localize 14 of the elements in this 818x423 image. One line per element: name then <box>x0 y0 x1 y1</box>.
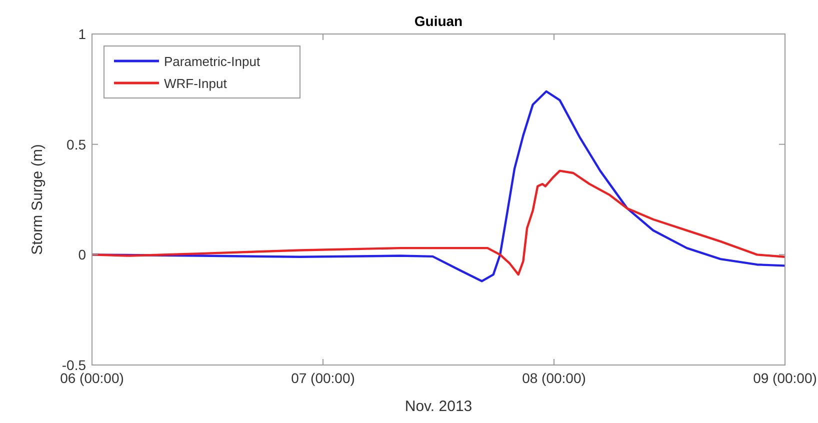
y-tick-label: 0 <box>78 246 86 263</box>
y-tick-label: 0.5 <box>66 136 86 152</box>
y-tick-label: 1 <box>78 26 86 42</box>
x-tick-label: 06 (00:00) <box>60 370 124 386</box>
y-tick-label: -0.5 <box>62 357 86 373</box>
chart-title: Guiuan <box>414 13 463 29</box>
x-tick-label: 09 (00:00) <box>753 370 817 386</box>
legend-label: WRF-Input <box>164 76 228 91</box>
line-series <box>90 170 786 276</box>
y-axis-title: Storm Surge (m) <box>29 144 46 255</box>
x-tick-label: 08 (00:00) <box>522 370 586 386</box>
x-tick-label: 07 (00:00) <box>291 370 355 386</box>
legend-label: Parametric-Input <box>164 54 260 69</box>
x-axis-title: Nov. 2013 <box>404 398 472 415</box>
